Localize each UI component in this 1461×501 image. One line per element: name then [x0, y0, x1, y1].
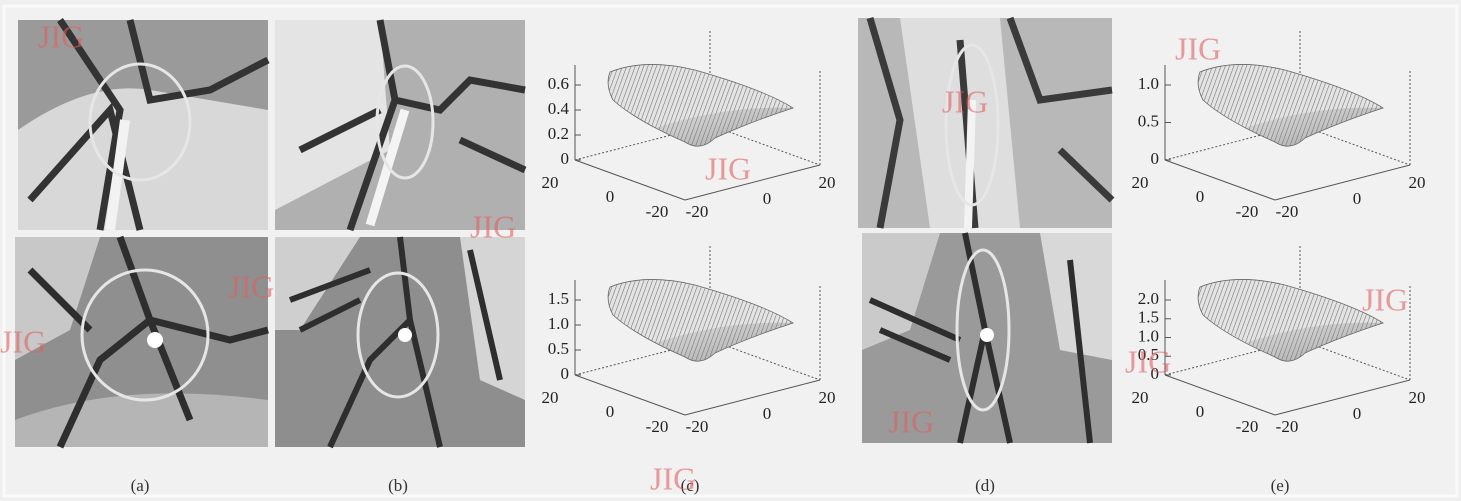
watermark: JIG — [888, 403, 934, 439]
x-tick-label: 0 — [1353, 189, 1362, 208]
caption: (d) — [975, 476, 995, 495]
caption: (a) — [131, 476, 150, 495]
z-tick-label: 1.0 — [548, 314, 569, 333]
watermark: JIG — [1362, 281, 1408, 317]
x-tick-label: 0 — [763, 189, 772, 208]
z-tick-label: 0.6 — [548, 74, 569, 93]
photo-b-top — [275, 20, 525, 230]
z-tick-label: 0 — [561, 364, 570, 383]
watermark: JIG — [38, 18, 84, 54]
z-tick-label: 0.5 — [548, 339, 569, 358]
z-tick-label: 0 — [561, 149, 570, 168]
watermark: JIG — [1175, 30, 1221, 66]
x-tick-label: 0 — [763, 404, 772, 423]
z-tick-label: 2.0 — [1138, 289, 1159, 308]
y-tick-label: -20 — [646, 202, 669, 221]
watermark: JIG — [942, 83, 988, 119]
caption: (b) — [388, 476, 408, 495]
x-tick-label: 20 — [1409, 388, 1426, 407]
y-tick-label: -20 — [1236, 202, 1259, 221]
watermark: JIG — [228, 268, 274, 304]
x-tick-label: -20 — [686, 202, 709, 221]
x-tick-label: -20 — [1276, 417, 1299, 436]
y-tick-label: 0 — [606, 187, 615, 206]
z-tick-label: 1.5 — [1138, 308, 1159, 327]
z-tick-label: 0.5 — [1138, 111, 1159, 130]
y-tick-label: 0 — [1196, 402, 1205, 421]
z-tick-label: 0.4 — [548, 99, 570, 118]
y-tick-label: 0 — [1196, 187, 1205, 206]
watermark: JIG — [1125, 343, 1171, 379]
watermark: JIG — [650, 460, 696, 496]
y-tick-label: 20 — [542, 388, 559, 407]
y-tick-label: -20 — [646, 417, 669, 436]
z-tick-label: 0 — [1151, 149, 1160, 168]
x-tick-label: 20 — [1409, 173, 1426, 192]
y-tick-label: 20 — [1132, 173, 1149, 192]
z-tick-label: 1.5 — [548, 289, 569, 308]
x-tick-label: -20 — [686, 417, 709, 436]
z-tick-label: 1.0 — [1138, 74, 1159, 93]
watermark: JIG — [0, 323, 46, 359]
y-tick-label: 20 — [542, 173, 559, 192]
y-tick-label: 20 — [1132, 388, 1149, 407]
watermark: JIG — [705, 150, 751, 186]
x-tick-label: 0 — [1353, 404, 1362, 423]
x-tick-label: 20 — [819, 388, 836, 407]
watermark: JIG — [470, 208, 516, 244]
photo-d-top — [858, 18, 1112, 228]
caption: (e) — [1271, 476, 1290, 495]
x-tick-label: 20 — [819, 173, 836, 192]
figure: 00.20.40.6200-20-2002000.51.01.5200-20-2… — [0, 0, 1461, 501]
y-tick-label: -20 — [1236, 417, 1259, 436]
photo-b-bottom — [275, 237, 525, 447]
y-tick-label: 0 — [606, 402, 615, 421]
z-tick-label: 0.2 — [548, 124, 569, 143]
x-tick-label: -20 — [1276, 202, 1299, 221]
